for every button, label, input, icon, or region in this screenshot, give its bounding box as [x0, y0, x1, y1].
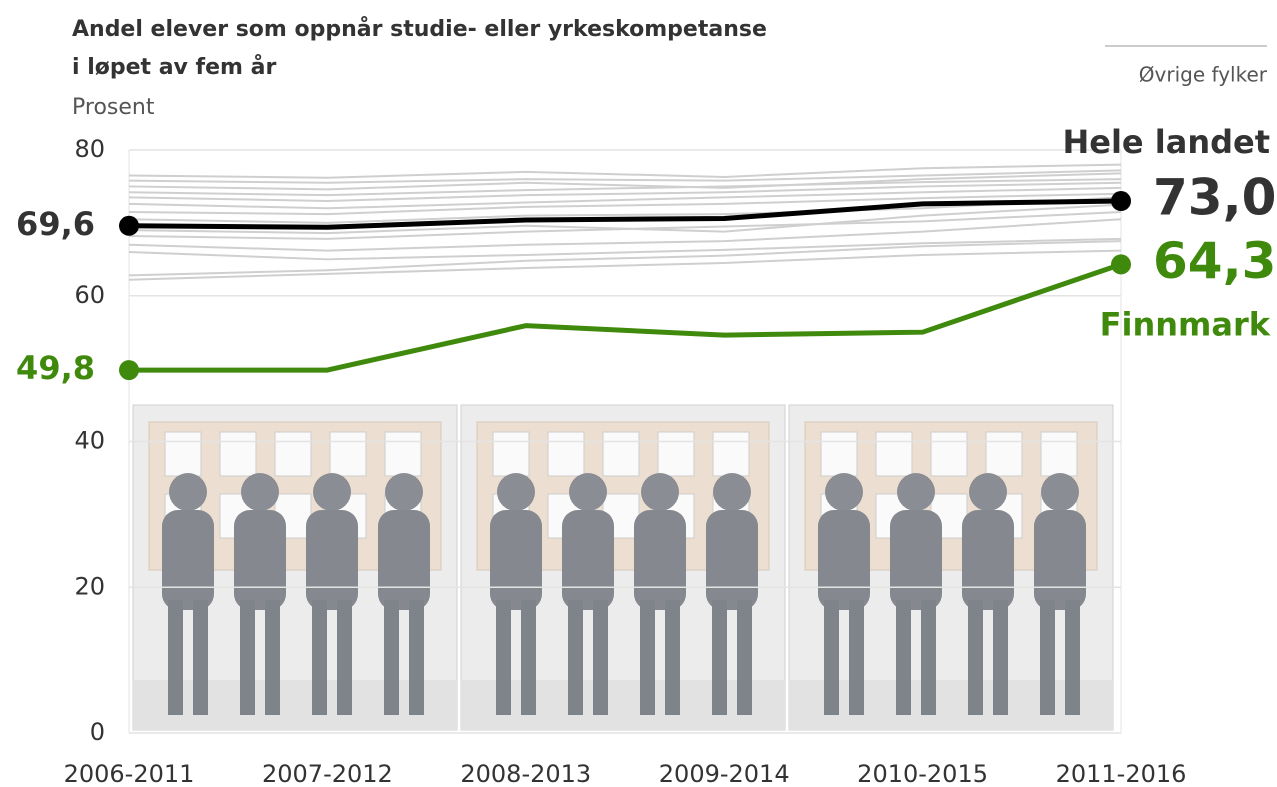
- y-tick-label: 40: [74, 427, 105, 455]
- person-leg: [337, 600, 352, 715]
- note: [713, 432, 749, 476]
- note: [821, 432, 857, 476]
- x-tick-label: 2006-2011: [64, 760, 195, 787]
- x-tick-label: 2009-2014: [659, 760, 790, 787]
- person-head: [969, 473, 1007, 511]
- y-tick-label: 20: [74, 572, 105, 600]
- person-head: [569, 473, 607, 511]
- value-label: 73,0: [1153, 169, 1276, 227]
- person-body: [962, 510, 1014, 610]
- note: [275, 432, 311, 476]
- series-line: [129, 264, 1121, 370]
- person-body: [162, 510, 214, 610]
- note: [493, 432, 529, 476]
- person-body: [634, 510, 686, 610]
- person-body: [490, 510, 542, 610]
- other-line: [129, 251, 1121, 280]
- person-leg: [240, 600, 255, 715]
- x-tick-label: 2007-2012: [262, 760, 393, 787]
- note: [986, 432, 1022, 476]
- person-body: [378, 510, 430, 610]
- person-leg: [496, 600, 511, 715]
- x-tick-label: 2011-2016: [1056, 760, 1187, 787]
- chart: Andel elever som oppnår studie- eller yr…: [0, 0, 1277, 787]
- end-dot: [119, 216, 139, 236]
- person-body: [306, 510, 358, 610]
- person-leg: [409, 600, 424, 715]
- person-head: [169, 473, 207, 511]
- person-leg: [640, 600, 655, 715]
- person-leg: [921, 600, 936, 715]
- person-head: [641, 473, 679, 511]
- person-head: [825, 473, 863, 511]
- end-dot: [119, 360, 139, 380]
- series-label: Finnmark: [1100, 305, 1271, 343]
- x-tick-label: 2010-2015: [857, 760, 988, 787]
- x-tick-label: 2008-2013: [460, 760, 591, 787]
- person-leg: [568, 600, 583, 715]
- note: [385, 432, 421, 476]
- person-leg: [737, 600, 752, 715]
- person-leg: [312, 600, 327, 715]
- person-body: [234, 510, 286, 610]
- value-label: 69,6: [16, 205, 95, 243]
- person-leg: [968, 600, 983, 715]
- person-body: [818, 510, 870, 610]
- y-tick-label: 80: [74, 135, 105, 163]
- person-leg: [896, 600, 911, 715]
- note: [548, 432, 584, 476]
- person-leg: [993, 600, 1008, 715]
- person-body: [1034, 510, 1086, 610]
- person-leg: [384, 600, 399, 715]
- chart-title: i løpet av fem år: [72, 54, 276, 80]
- person-leg: [1065, 600, 1080, 715]
- end-dot: [1111, 254, 1131, 274]
- person-body: [562, 510, 614, 610]
- person-leg: [849, 600, 864, 715]
- person-leg: [593, 600, 608, 715]
- person-leg: [824, 600, 839, 715]
- note: [876, 432, 912, 476]
- end-dot: [1111, 191, 1131, 211]
- note: [220, 432, 256, 476]
- person-body: [890, 510, 942, 610]
- person-body: [706, 510, 758, 610]
- person-leg: [265, 600, 280, 715]
- person-leg: [168, 600, 183, 715]
- person-leg: [1040, 600, 1055, 715]
- person-leg: [193, 600, 208, 715]
- chart-subtitle: Prosent: [72, 95, 155, 120]
- person-head: [241, 473, 279, 511]
- person-head: [897, 473, 935, 511]
- value-label: 64,3: [1153, 232, 1276, 290]
- note: [330, 432, 366, 476]
- series-label: Hele landet: [1062, 123, 1270, 161]
- legend-label: Øvrige fylker: [1139, 63, 1268, 87]
- person-head: [313, 473, 351, 511]
- note: [165, 432, 201, 476]
- person-head: [713, 473, 751, 511]
- person-leg: [712, 600, 727, 715]
- chart-title: Andel elever som oppnår studie- eller yr…: [72, 16, 767, 42]
- note: [603, 432, 639, 476]
- other-line: [129, 165, 1121, 178]
- y-tick-label: 60: [74, 281, 105, 309]
- person-head: [1041, 473, 1079, 511]
- value-label: 49,8: [16, 349, 95, 387]
- y-tick-label: 0: [90, 718, 105, 746]
- note: [1041, 432, 1077, 476]
- note: [658, 432, 694, 476]
- person-leg: [665, 600, 680, 715]
- note: [931, 432, 967, 476]
- person-head: [385, 473, 423, 511]
- person-leg: [521, 600, 536, 715]
- person-head: [497, 473, 535, 511]
